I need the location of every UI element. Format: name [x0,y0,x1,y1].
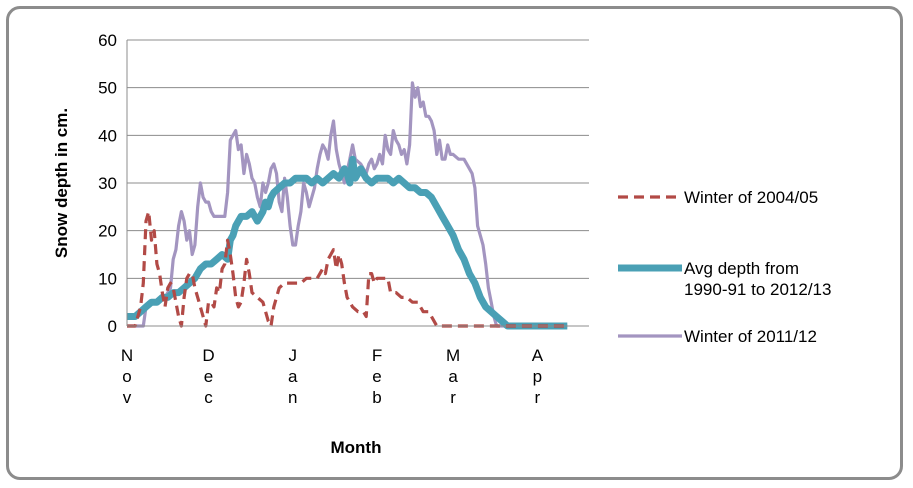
series-lines [127,81,568,330]
series-line [127,81,568,328]
series-line [127,155,568,330]
gridlines [127,39,589,279]
y-tick-label: 10 [98,269,117,288]
legend-label: Avg depth from 1990-91 to 2012/13 [684,259,831,299]
y-tick-label: 60 [98,31,117,50]
legend-label: Winter of 2011/12 [684,327,817,346]
y-tick-label: 40 [98,126,117,145]
y-tick-label: 30 [98,174,117,193]
series-line [127,210,568,328]
y-tick-label: 0 [108,317,117,336]
y-tick-label: 20 [98,222,117,241]
y-axis-ticks: 0 10 20 30 40 50 60 [98,31,117,336]
legend-label: Winter of 2004/05 [684,188,818,207]
y-axis-title: Snow depth in cm. [52,108,71,258]
y-tick-label: 50 [98,79,117,98]
x-axis-title: Month [331,438,382,457]
legend: Winter of 2004/05 Avg depth from 1990-91 t… [618,188,831,346]
